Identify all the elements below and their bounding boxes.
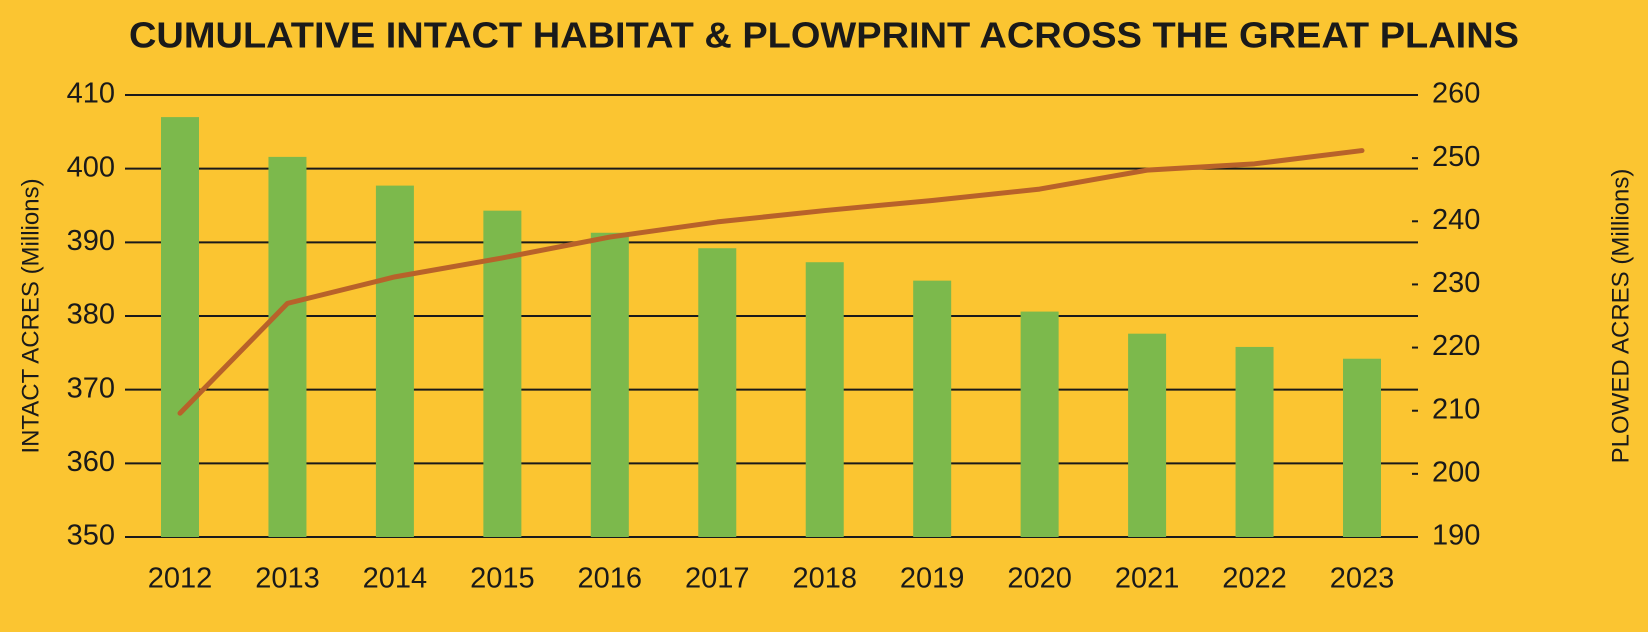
x-tick-label: 2020 [1007, 563, 1072, 595]
x-tick-label: 2016 [578, 563, 643, 595]
bar [590, 232, 629, 538]
bar [805, 262, 844, 537]
x-tick-label: 2023 [1330, 563, 1395, 595]
y-tick-label: 400 [67, 151, 115, 183]
y2-tick-label: 240 [1432, 204, 1480, 236]
bar [483, 210, 522, 537]
y2-tick-label: 200 [1432, 457, 1480, 489]
bar [375, 185, 414, 538]
y-tick-label: 380 [67, 299, 115, 331]
y-tick-label: 350 [67, 520, 115, 552]
y2-tick-label: 190 [1432, 520, 1480, 552]
x-tick-label: 2014 [363, 563, 428, 595]
y-tick-label: 360 [67, 446, 115, 478]
x-tick-label: 2012 [148, 563, 213, 595]
chart-title: CUMULATIVE INTACT HABITAT & PLOWPRINT AC… [129, 15, 1519, 56]
x-tick-label: 2022 [1222, 563, 1287, 595]
y-tick-label: 370 [67, 372, 115, 404]
bar [1020, 311, 1059, 537]
y2-tick-label: 210 [1432, 393, 1480, 425]
y-tick-label: 410 [67, 78, 115, 110]
x-tick-label: 2021 [1115, 563, 1180, 595]
bar [1343, 358, 1381, 537]
y-tick-label: 390 [67, 225, 115, 257]
bar [161, 117, 199, 537]
x-tick-label: 2015 [470, 563, 535, 595]
y2-tick-label: 260 [1432, 78, 1480, 110]
y2-tick-label: 250 [1432, 141, 1480, 173]
x-tick-label: 2013 [255, 563, 320, 595]
x-tick-label: 2017 [685, 563, 750, 595]
x-tick-label: 2019 [900, 563, 965, 595]
bar [1235, 346, 1274, 537]
bar [698, 248, 737, 537]
y2-tick-label: 230 [1432, 267, 1480, 299]
y-axis-title: INTACT ACRES (Millions) [17, 178, 44, 453]
bar [268, 156, 307, 537]
y2-tick-label: 220 [1432, 330, 1480, 362]
bar [913, 280, 952, 537]
bar [1128, 333, 1167, 537]
y2-axis-title: PLOWED ACRES (Millions) [1607, 169, 1634, 464]
x-tick-label: 2018 [792, 563, 857, 595]
line [177, 148, 1365, 416]
